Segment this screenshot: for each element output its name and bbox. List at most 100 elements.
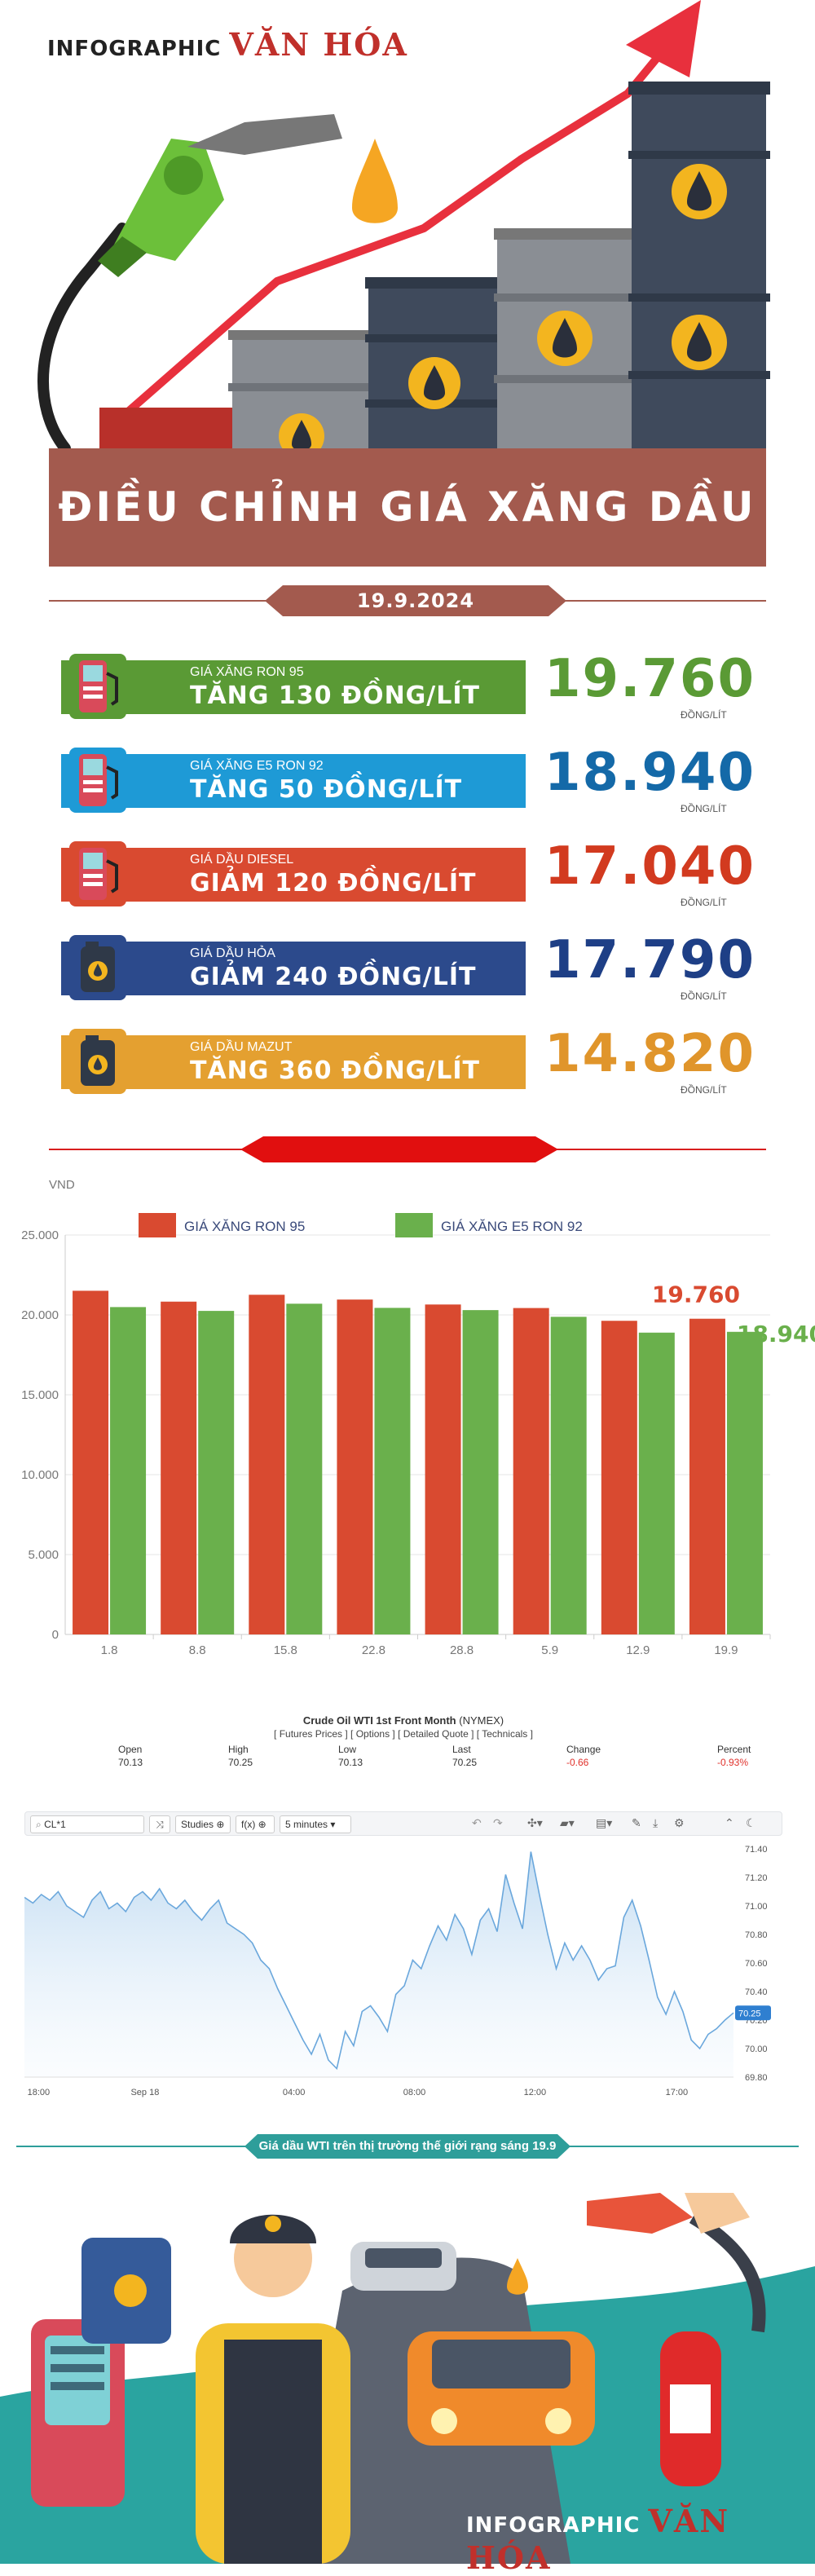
- chart-type-icon[interactable]: ▰▾: [560, 1816, 575, 1829]
- symbol-input[interactable]: ⌕ CL*1: [30, 1815, 144, 1833]
- price-value: 18.940: [544, 743, 756, 803]
- undo-icon[interactable]: ↶: [472, 1816, 482, 1829]
- price-band: GIÁ DẦU HỎA GIẢM 240 ĐỒNG/LÍT: [61, 942, 526, 995]
- bar-ron95: [689, 1318, 725, 1634]
- oil-y-tick-label: 70.00: [745, 2044, 768, 2054]
- function-label: f(x): [241, 1819, 256, 1830]
- function-button[interactable]: f(x) ⊕: [236, 1815, 275, 1833]
- fuel-type-label: GIÁ DẦU DIESEL: [190, 853, 294, 867]
- bar-ron95: [161, 1301, 197, 1634]
- oil-x-tick-label: 18:00: [28, 2088, 51, 2097]
- oil-stat: Percent -0.93%: [717, 1743, 751, 1769]
- page-title: ĐIỀU CHỈNH GIÁ XĂNG DẦU: [58, 483, 757, 531]
- legend-swatch: [395, 1213, 433, 1237]
- oil-stat: High 70.25: [228, 1743, 253, 1769]
- fuel-pump-icon: [69, 748, 126, 813]
- download-icon[interactable]: ⤓: [653, 1816, 659, 1829]
- price-band: GIÁ XĂNG RON 95 TĂNG 130 ĐỒNG/LÍT: [61, 660, 526, 714]
- draw-tool-icon[interactable]: ✣▾: [527, 1816, 543, 1829]
- settings-gear-icon[interactable]: ⚙: [674, 1816, 685, 1829]
- y-tick-label: 10.000: [21, 1468, 59, 1482]
- dark-mode-icon[interactable]: ☾: [746, 1816, 756, 1829]
- title-banner: ĐIỀU CHỈNH GIÁ XĂNG DẦU: [49, 448, 766, 567]
- price-unit: ĐỒNG/LÍT: [681, 803, 727, 814]
- brand-prefix: INFOGRAPHIC: [47, 37, 222, 61]
- oil-stat-label: Low: [338, 1744, 357, 1755]
- oil-y-tick-label: 70.60: [745, 1959, 768, 1969]
- fuel-can-icon: [69, 1029, 126, 1094]
- oil-stat-label: Last: [452, 1744, 471, 1755]
- price-change-label: TĂNG 360 ĐỒNG/LÍT: [190, 1056, 480, 1085]
- collapse-icon[interactable]: ⌃: [725, 1816, 734, 1829]
- data-label: 18.940: [737, 1321, 815, 1348]
- legend-label: GIÁ XĂNG RON 95: [184, 1219, 305, 1234]
- oil-y-tick-label: 71.40: [745, 1845, 768, 1855]
- oil-widget-links[interactable]: [ Futures Prices ] [ Options ] [ Detaile…: [274, 1728, 533, 1740]
- oil-stat-value: 70.13: [118, 1757, 143, 1768]
- oil-line: [24, 1851, 734, 2071]
- pencil-icon[interactable]: ✎: [632, 1816, 641, 1829]
- oil-y-tick-label: 70.80: [745, 1930, 768, 1940]
- x-tick-label: 12.9: [626, 1643, 650, 1657]
- oil-x-tick-label: 17:00: [666, 2088, 689, 2097]
- fuel-can-icon: [69, 935, 126, 1000]
- price-band: GIÁ DẦU DIESEL GIẢM 120 ĐỒNG/LÍT: [61, 848, 526, 902]
- data-label: 19.760: [652, 1281, 740, 1308]
- oil-stat: Open 70.13: [118, 1743, 143, 1769]
- oil-stat-value: 70.25: [452, 1757, 478, 1768]
- oil-y-tick-label: 71.00: [745, 1902, 768, 1912]
- oil-price-chart[interactable]: 71.4071.2071.0070.8070.6070.4070.2070.00…: [24, 1841, 782, 2103]
- chart-caption: Giá dầu WTI trên thị trường thế giới rạn…: [258, 2139, 557, 2153]
- hero-illustration: [37, 0, 770, 457]
- fuel-type-label: GIÁ DẦU HỎA: [190, 946, 275, 960]
- price-unit: ĐỒNG/LÍT: [681, 709, 727, 721]
- oil-stats-row: Open 70.13 High 70.25 Low 70.13 Last 70.25 Chang…: [24, 1743, 782, 1771]
- y-tick-label: 25.000: [21, 1228, 59, 1242]
- price-band: GIÁ XĂNG E5 RON 92 TĂNG 50 ĐỒNG/LÍT: [61, 754, 526, 808]
- x-tick-label: 8.8: [189, 1643, 206, 1657]
- studies-button[interactable]: Studies ⊕: [175, 1815, 231, 1833]
- chevron-down-icon: ▾: [330, 1819, 336, 1830]
- y-tick-label: 20.000: [21, 1308, 59, 1322]
- oil-stat-value: -0.66: [566, 1757, 589, 1768]
- brand-logo-top: INFOGRAPHIC VĂN HÓA: [47, 26, 408, 63]
- symbol-value: CL*1: [44, 1819, 66, 1830]
- price-change-label: GIẢM 240 ĐỒNG/LÍT: [190, 963, 477, 991]
- price-bar-chart: VND 25.000 20.000 15.000 10.000 5.000 0 GIÁ XĂN…: [21, 1178, 815, 1657]
- oil-stat-value: 70.13: [338, 1757, 363, 1768]
- redo-icon[interactable]: ↷: [493, 1816, 503, 1829]
- section-divider-label: [240, 1136, 558, 1162]
- x-tick-label: 1.8: [101, 1643, 118, 1657]
- oil-x-tick-label: 08:00: [403, 2088, 426, 2097]
- price-unit: ĐỒNG/LÍT: [681, 897, 727, 908]
- bar-e5ron92: [110, 1307, 147, 1634]
- oil-y-tick-label: 71.20: [745, 1873, 768, 1883]
- x-tick-label: 28.8: [450, 1643, 474, 1657]
- fuel-type-label: GIÁ XĂNG RON 95: [190, 665, 304, 679]
- oil-stat: Change -0.66: [566, 1743, 601, 1769]
- bar-e5ron92: [726, 1331, 763, 1634]
- oil-stat-label: Open: [118, 1744, 143, 1755]
- last-price-badge-text: 70.25: [738, 2009, 761, 2018]
- price-change-label: TĂNG 50 ĐỒNG/LÍT: [190, 775, 463, 804]
- oil-x-tick-label: 04:00: [283, 2088, 306, 2097]
- compare-button[interactable]: ⤨: [149, 1815, 170, 1833]
- price-value: 17.790: [544, 930, 756, 990]
- bar-ron95: [73, 1290, 109, 1634]
- y-tick-label: 0: [52, 1628, 59, 1642]
- oil-y-tick-label: 70.40: [745, 1987, 768, 1997]
- interval-select[interactable]: 5 minutes ▾: [280, 1815, 351, 1833]
- bar-e5ron92: [638, 1332, 675, 1634]
- oil-x-tick-label: Sep 18: [130, 2088, 159, 2097]
- legend-swatch: [139, 1213, 176, 1237]
- plus-icon: ⊕: [258, 1819, 267, 1830]
- oil-toolbar: ⌕ CL*1 ⤨ Studies ⊕ f(x) ⊕ 5 minutes ▾ ↶ …: [24, 1811, 782, 1836]
- layout-icon[interactable]: ▤▾: [596, 1816, 613, 1829]
- oil-x-tick-label: 12:00: [524, 2088, 547, 2097]
- oil-title-text: Crude Oil WTI 1st Front Month: [302, 1714, 456, 1727]
- bar-e5ron92: [374, 1308, 411, 1634]
- oil-widget-title: Crude Oil WTI 1st Front Month (NYMEX): [24, 1714, 782, 1727]
- brand-prefix: INFOGRAPHIC: [466, 2513, 641, 2538]
- oil-stat: Last 70.25: [452, 1743, 477, 1769]
- fuel-type-label: GIÁ XĂNG E5 RON 92: [190, 759, 324, 773]
